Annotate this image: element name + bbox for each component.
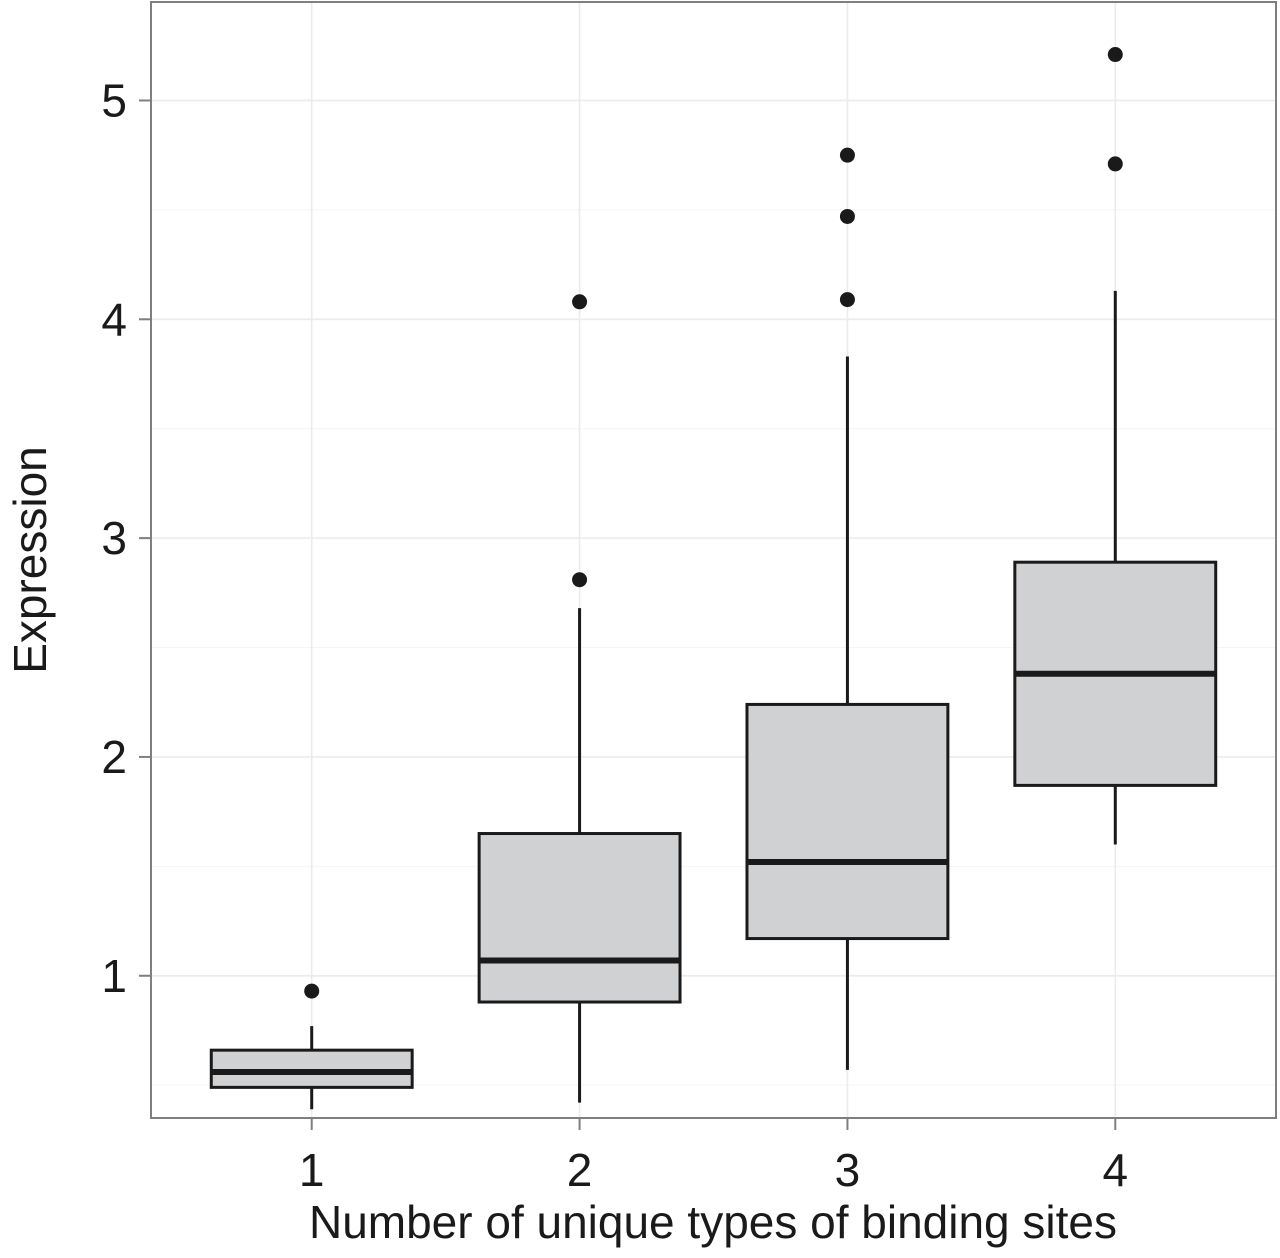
x-tick-label: 1 [299,1144,325,1196]
y-tick-label: 3 [101,512,127,564]
x-tick-label: 3 [835,1144,861,1196]
outlier-point [839,147,855,163]
y-tick-label: 4 [101,293,127,345]
y-tick-label: 1 [101,950,127,1002]
boxes-layer [209,47,1218,1110]
box-iqr [209,1048,414,1089]
box-iqr [745,702,950,941]
y-axis-title: Expression [4,446,56,674]
x-tick-label: 2 [567,1144,593,1196]
box-group-2 [477,294,682,1103]
box-group-4 [1013,47,1218,845]
box-group-3 [745,147,950,1070]
plot-frame [150,1,1277,1119]
outlier-point [304,983,320,999]
outlier-point [572,572,588,588]
box-group-1 [209,983,414,1110]
outlier-point [1107,47,1123,63]
y-tick-label: 2 [101,731,127,783]
outlier-point [839,292,855,308]
axes-layer: 1 2 3 4 5 1 2 3 4 [101,74,1128,1196]
outlier-point [572,294,588,310]
outlier-point [839,208,855,224]
outlier-point [1107,156,1123,172]
x-axis-title: Number of unique types of binding sites [309,1196,1117,1248]
y-tick-label: 5 [101,74,127,126]
box-iqr [477,832,682,1004]
plot-background [151,2,1276,1118]
x-tick-label: 4 [1102,1144,1128,1196]
